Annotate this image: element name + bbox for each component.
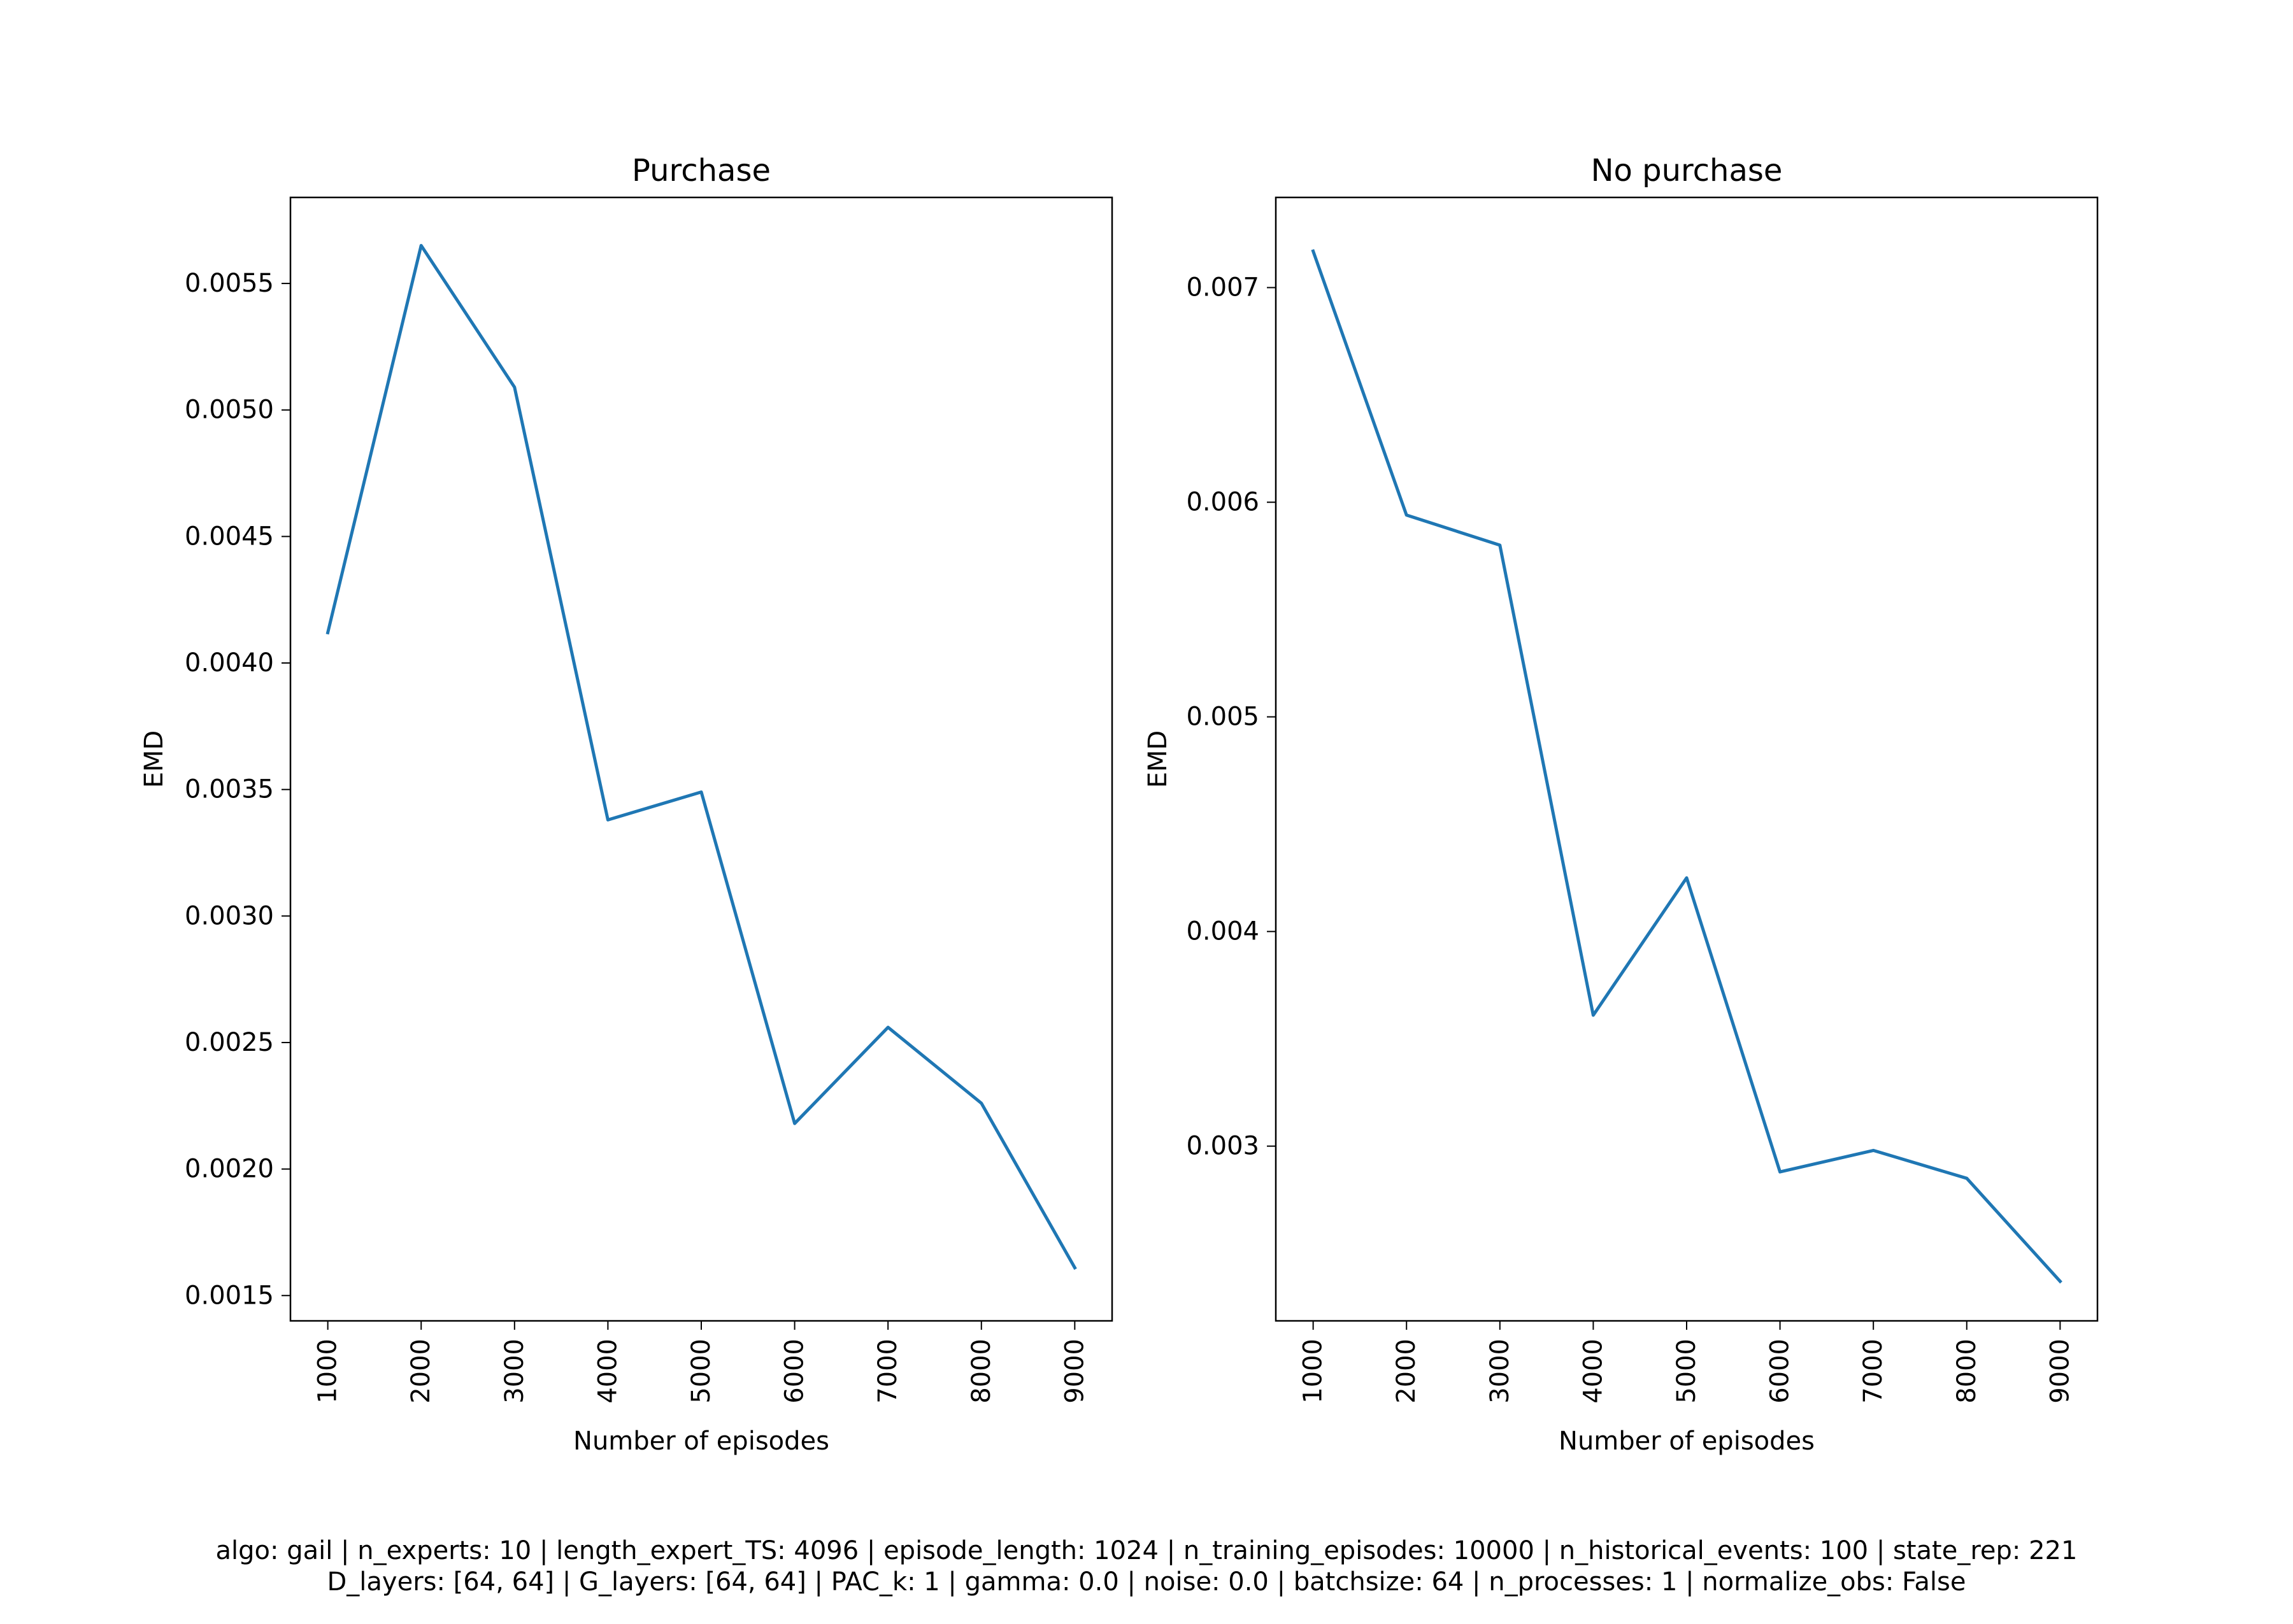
purchase-x-tick-label-2000: 2000 [406, 1339, 436, 1404]
purchase-chart-title: Purchase [632, 153, 771, 189]
no-purchase-chart-title: No purchase [1591, 153, 1783, 189]
purchase-series-line [325, 244, 1077, 1271]
no-purchase-x-tick-label-3000: 3000 [1485, 1339, 1515, 1404]
purchase-x-tick-label-1000: 1000 [313, 1339, 343, 1404]
no-purchase-x-tick-label-9000: 9000 [2045, 1339, 2075, 1404]
purchase-y-tick-label-4: 0.0035 [185, 775, 274, 804]
no-purchase-subplot: 1000 2000 3000 4000 5000 6000 7000 8000 9000 0.00… [1143, 153, 2099, 1456]
purchase-x-tick-label-4000: 4000 [593, 1339, 622, 1404]
purchase-y-tick-label-3: 0.0030 [185, 901, 274, 930]
no-purchase-x-tick-label-5000: 5000 [1672, 1339, 1701, 1404]
no-purchase-x-tick-label-8000: 8000 [1952, 1339, 1982, 1404]
purchase-x-tick-label-3000: 3000 [500, 1339, 529, 1404]
purchase-x-tick-label-7000: 7000 [873, 1339, 903, 1404]
no-purchase-y-axis-label: EMD [1143, 730, 1173, 788]
no-purchase-x-tick-label-6000: 6000 [1766, 1339, 1795, 1404]
purchase-x-axis-label: Number of episodes [573, 1427, 829, 1456]
no-purchase-x-tick-label-7000: 7000 [1859, 1339, 1888, 1404]
purchase-y-tick-label-6: 0.0045 [185, 522, 274, 551]
no-purchase-x-tick-label-2000: 2000 [1392, 1339, 1421, 1404]
purchase-y-tick-label-7: 0.0050 [185, 395, 274, 425]
purchase-subplot: 1000 2000 3000 4000 5000 6000 7000 8000 9000 0.00… [139, 153, 1113, 1456]
no-purchase-y-tick-label-1: 0.004 [1186, 917, 1259, 946]
purchase-y-tick-label-0: 0.0015 [185, 1281, 274, 1310]
purchase-x-tick-label-5000: 5000 [687, 1339, 716, 1404]
purchase-x-tick-label-8000: 8000 [967, 1339, 996, 1404]
purchase-y-tick-label-1: 0.0020 [185, 1155, 274, 1184]
purchase-y-axis-label: EMD [139, 730, 169, 788]
no-purchase-y-tick-label-4: 0.007 [1186, 273, 1259, 303]
no-purchase-x-tick-label-4000: 4000 [1578, 1339, 1608, 1404]
no-purchase-y-tick-label-2: 0.005 [1186, 702, 1259, 732]
caption-line-1: algo: gail | n_experts: 10 | length_expe… [216, 1536, 2078, 1565]
purchase-x-tick-label-9000: 9000 [1060, 1339, 1089, 1404]
caption-line-2: D_layers: [64, 64] | G_layers: [64, 64] … [327, 1567, 1966, 1597]
purchase-y-tick-label-2: 0.0025 [185, 1028, 274, 1057]
purchase-x-tick-label-6000: 6000 [780, 1339, 810, 1404]
no-purchase-y-tick-label-3: 0.006 [1186, 488, 1259, 517]
purchase-y-tick-label-8: 0.0055 [185, 269, 274, 298]
no-purchase-y-tick-label-0: 0.003 [1186, 1132, 1259, 1161]
no-purchase-x-tick-label-1000: 1000 [1299, 1339, 1328, 1404]
purchase-y-tick-label-5: 0.0040 [185, 648, 274, 678]
no-purchase-x-axis-label: Number of episodes [1559, 1427, 1815, 1456]
no-purchase-series-line [1311, 249, 2062, 1284]
